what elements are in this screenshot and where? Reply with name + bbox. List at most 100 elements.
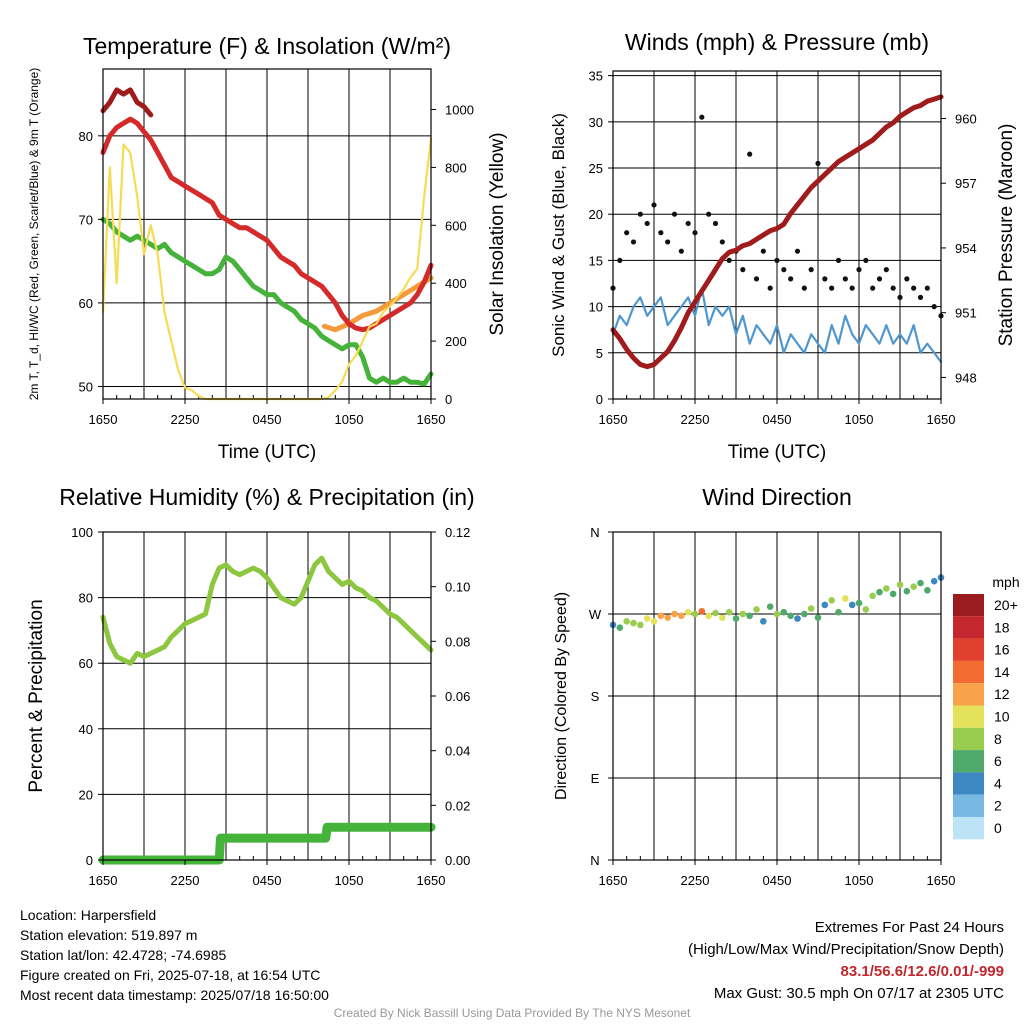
colorbar-label: 12 bbox=[994, 686, 1010, 702]
created-text: Figure created on Fri, 2025-07-18, at 16… bbox=[20, 967, 321, 983]
chart-panel-2: 1650 2250 0450 1050 1650 0 5 10 15 20 25 30 35 948 951… bbox=[549, 29, 1017, 463]
direction-point bbox=[917, 579, 924, 587]
direction-point bbox=[794, 615, 801, 622]
direction-point bbox=[657, 612, 665, 620]
colorbar-swatch bbox=[953, 683, 984, 706]
colorbar-label: 4 bbox=[994, 775, 1002, 791]
y-tick-label: 5 bbox=[596, 346, 603, 361]
x-tick-label: 1650 bbox=[599, 873, 628, 888]
x-tick-label: 1650 bbox=[89, 412, 118, 427]
series-point bbox=[671, 211, 678, 217]
direction-point bbox=[773, 610, 781, 618]
direction-point bbox=[760, 617, 767, 625]
direction-point bbox=[821, 601, 829, 609]
direction-point bbox=[883, 585, 890, 592]
x-tick-label: 1650 bbox=[417, 412, 446, 427]
location-text: Location: Harpersfield bbox=[20, 907, 157, 923]
series-point bbox=[678, 248, 684, 254]
series-line-9m-t bbox=[321, 275, 434, 333]
y-tick-label: 60 bbox=[79, 296, 93, 311]
series-point bbox=[849, 285, 855, 291]
series-line-wind bbox=[611, 287, 943, 364]
series-point bbox=[760, 248, 766, 254]
direction-point bbox=[698, 607, 706, 615]
y2-tick-label: 0 bbox=[445, 392, 452, 407]
series-point bbox=[822, 276, 828, 282]
max-gust-text: Max Gust: 30.5 mph On 07/17 at 2305 UTC bbox=[713, 985, 1004, 1002]
y2-tick-label: 0.04 bbox=[445, 744, 470, 759]
direction-point bbox=[678, 612, 685, 620]
y-tick-label: N bbox=[590, 853, 599, 868]
y-tick-label: 80 bbox=[79, 591, 93, 606]
colorbar-label: 14 bbox=[994, 664, 1010, 680]
chart-title: Wind Direction bbox=[702, 484, 852, 510]
colorbar-label: 0 bbox=[994, 820, 1002, 836]
direction-point bbox=[910, 583, 917, 590]
y2-tick-label: 0.00 bbox=[445, 853, 470, 868]
direction-point bbox=[896, 581, 904, 589]
elevation-text: Station elevation: 519.897 m bbox=[20, 927, 198, 943]
series-point bbox=[644, 220, 650, 227]
direction-point bbox=[835, 608, 842, 616]
series-point bbox=[685, 220, 691, 227]
x-tick-label: 0450 bbox=[253, 873, 282, 888]
colorbar-label: 10 bbox=[994, 709, 1010, 725]
y-tick-label: 50 bbox=[79, 379, 93, 394]
direction-point bbox=[766, 603, 774, 611]
x-axis-label: Time (UTC) bbox=[728, 442, 827, 463]
series-point bbox=[617, 257, 623, 264]
series-point bbox=[835, 257, 842, 264]
series-point bbox=[624, 230, 630, 236]
y-tick-label: 25 bbox=[589, 161, 603, 176]
direction-point bbox=[637, 621, 644, 629]
series-point bbox=[870, 285, 876, 291]
y-tick-label: 60 bbox=[79, 656, 93, 671]
direction-point bbox=[630, 619, 637, 627]
colorbar-label: 2 bbox=[994, 798, 1002, 814]
colorbar-swatch bbox=[953, 594, 984, 617]
colorbar-label: 18 bbox=[994, 619, 1010, 635]
direction-point bbox=[739, 610, 747, 618]
series-point bbox=[842, 276, 848, 282]
y-tick-label: 15 bbox=[589, 253, 603, 268]
direction-point bbox=[930, 577, 938, 585]
chart-panel-3: 1650 2250 0450 1050 1650 0 20 40 60 80 100 0.00 0.02… bbox=[26, 484, 475, 888]
series-line-relative-humidity bbox=[100, 555, 434, 666]
series-point bbox=[904, 276, 910, 282]
x-tick-label: 1650 bbox=[417, 873, 446, 888]
extremes-values: 83.1/56.6/12.6/0.01/-999 bbox=[840, 963, 1004, 980]
x-tick-label: 2250 bbox=[171, 412, 200, 427]
direction-point bbox=[650, 617, 658, 625]
y-tick-label: 80 bbox=[79, 129, 93, 144]
direction-point bbox=[807, 605, 815, 612]
direction-point bbox=[725, 608, 733, 616]
y-tick-label: E bbox=[591, 771, 600, 786]
station-info: Location: Harpersfield Station elevation… bbox=[20, 905, 329, 1005]
series-point bbox=[815, 160, 821, 166]
colorbar-label: 20+ bbox=[994, 597, 1018, 613]
y2-tick-label: 0.10 bbox=[445, 580, 470, 595]
direction-point bbox=[869, 592, 876, 600]
y-tick-label: 0 bbox=[596, 392, 603, 407]
direction-point bbox=[889, 590, 897, 598]
series-point bbox=[740, 267, 746, 273]
y2-tick-label: 400 bbox=[445, 276, 467, 291]
direction-point bbox=[691, 610, 699, 618]
series-point bbox=[931, 304, 937, 310]
colorbar-label: 16 bbox=[994, 642, 1010, 658]
direction-point bbox=[787, 612, 794, 620]
chart-title: Temperature (F) & Insolation (W/m²) bbox=[83, 33, 451, 59]
y-tick-label: S bbox=[591, 689, 600, 704]
x-tick-label: 1050 bbox=[335, 873, 364, 888]
series-point bbox=[665, 239, 671, 245]
series-point bbox=[890, 285, 896, 291]
series-point bbox=[794, 248, 801, 254]
colorbar-label: 6 bbox=[994, 753, 1002, 769]
colorbar-swatch bbox=[953, 705, 984, 728]
y2-tick-label: 957 bbox=[955, 176, 977, 191]
y2-axis-label: Solar Insolation (Yellow) bbox=[487, 132, 508, 335]
colorbar-swatch bbox=[953, 727, 984, 751]
series-point bbox=[692, 230, 698, 236]
colorbar-label: 8 bbox=[994, 731, 1002, 747]
